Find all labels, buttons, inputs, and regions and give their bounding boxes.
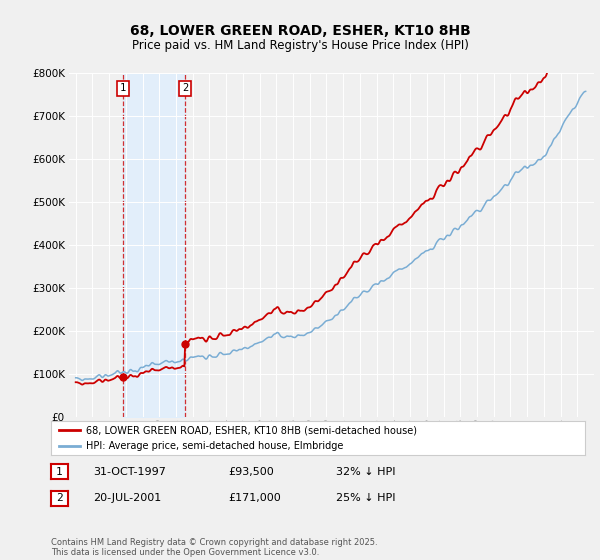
Text: 2: 2 <box>56 493 63 503</box>
Text: £93,500: £93,500 <box>228 466 274 477</box>
Text: 31-OCT-1997: 31-OCT-1997 <box>93 466 166 477</box>
Text: Price paid vs. HM Land Registry's House Price Index (HPI): Price paid vs. HM Land Registry's House … <box>131 39 469 53</box>
Text: 20-JUL-2001: 20-JUL-2001 <box>93 493 161 503</box>
Text: 68, LOWER GREEN ROAD, ESHER, KT10 8HB: 68, LOWER GREEN ROAD, ESHER, KT10 8HB <box>130 24 470 38</box>
Text: 32% ↓ HPI: 32% ↓ HPI <box>336 466 395 477</box>
Text: HPI: Average price, semi-detached house, Elmbridge: HPI: Average price, semi-detached house,… <box>86 441 343 451</box>
Text: Contains HM Land Registry data © Crown copyright and database right 2025.
This d: Contains HM Land Registry data © Crown c… <box>51 538 377 557</box>
Text: 1: 1 <box>120 83 126 94</box>
Text: £171,000: £171,000 <box>228 493 281 503</box>
Text: 1: 1 <box>56 466 63 477</box>
Text: 68, LOWER GREEN ROAD, ESHER, KT10 8HB (semi-detached house): 68, LOWER GREEN ROAD, ESHER, KT10 8HB (s… <box>86 425 417 435</box>
Text: 25% ↓ HPI: 25% ↓ HPI <box>336 493 395 503</box>
Text: 2: 2 <box>182 83 188 94</box>
